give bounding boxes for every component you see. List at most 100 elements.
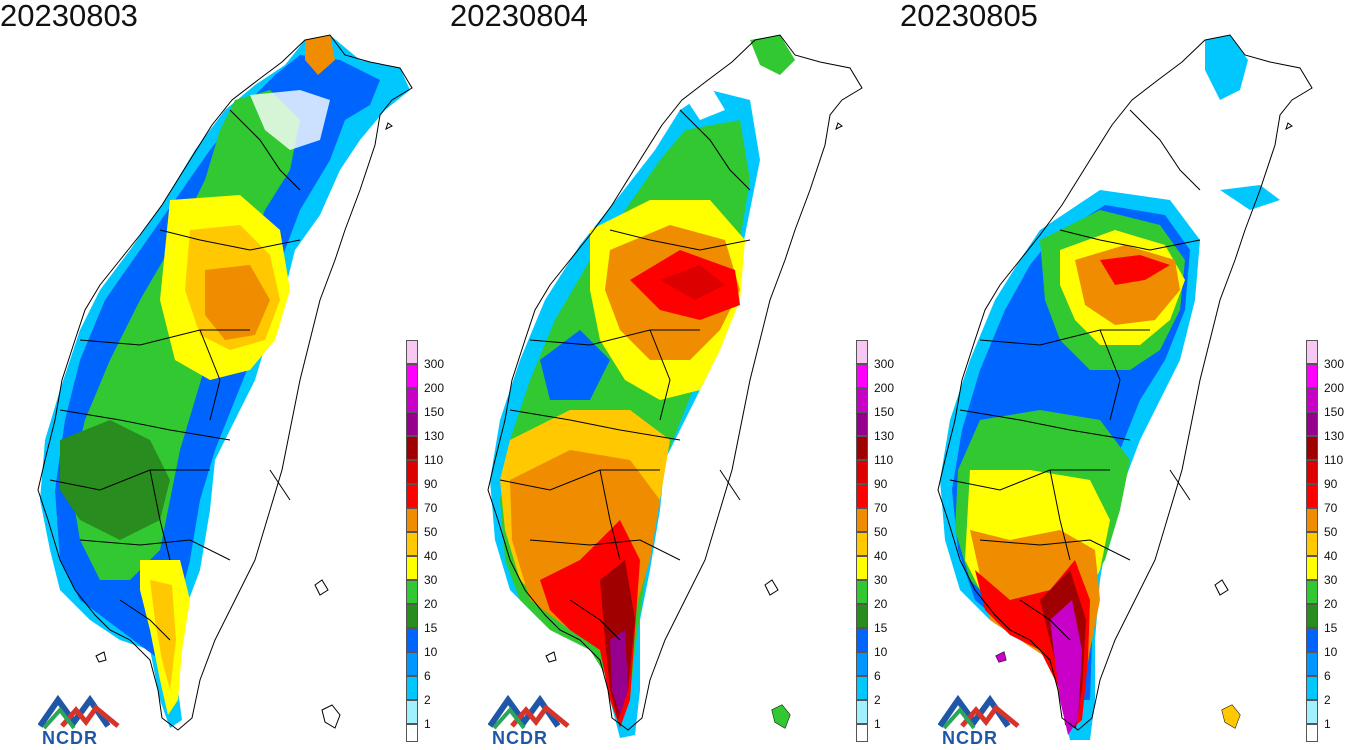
- rainfall-legend: 300 200 150 130 110 90 70 50 40 30 20 15…: [406, 340, 451, 742]
- legend-label: 130: [424, 429, 445, 443]
- legend-swatch-110: [406, 436, 418, 460]
- legend-label: 1: [874, 717, 881, 731]
- legend-swatch-1: [1306, 700, 1318, 724]
- legend-swatch-6: [406, 652, 418, 676]
- legend-label: 90: [874, 477, 888, 491]
- taiwan-outline: [37, 34, 413, 731]
- legend-swatch-10: [1306, 628, 1318, 652]
- map-panel-2: 20230804 300 200 150 130 110 90 70 50 40…: [450, 0, 900, 750]
- legend-swatch-0: [1306, 724, 1318, 742]
- legend-label: 300: [874, 357, 895, 371]
- legend-label: 110: [1324, 453, 1344, 467]
- legend-label: 130: [874, 429, 895, 443]
- legend-swatch-110: [1306, 436, 1318, 460]
- legend-label: 300: [1324, 357, 1345, 371]
- legend-label: 70: [1324, 501, 1338, 515]
- legend-swatch-300: [1306, 340, 1318, 364]
- legend-swatch-70: [406, 484, 418, 508]
- legend-label: 90: [424, 477, 438, 491]
- legend-swatch-10: [856, 628, 868, 652]
- legend-swatch-90: [856, 460, 868, 484]
- rainfall-legend: 300 200 150 130 110 90 70 50 40 30 20 15…: [856, 340, 901, 742]
- ncdr-logo: NCDR: [37, 692, 124, 748]
- legend-swatch-0: [856, 724, 868, 742]
- legend-swatch-200: [856, 364, 868, 388]
- rainfall-map-1: [37, 34, 413, 731]
- legend-swatch-300: [406, 340, 418, 364]
- legend-label: 10: [874, 645, 888, 659]
- panel-date-label: 20230804: [450, 0, 588, 33]
- legend-swatch-2: [406, 676, 418, 700]
- legend-label: 90: [1324, 477, 1338, 491]
- legend-label: 15: [424, 621, 438, 635]
- legend-label: 200: [424, 381, 445, 395]
- legend-swatch-90: [1306, 460, 1318, 484]
- legend-swatch-200: [406, 364, 418, 388]
- ncdr-logo-icon: [937, 694, 1020, 730]
- legend-swatch-150: [1306, 388, 1318, 412]
- legend-label: 2: [424, 693, 431, 707]
- legend-swatch-2: [1306, 676, 1318, 700]
- legend-swatch-90: [406, 460, 418, 484]
- legend-label: 50: [874, 525, 888, 539]
- legend-label: 110: [424, 453, 444, 467]
- rainfall-map-2: [487, 34, 863, 738]
- legend-label: 50: [1324, 525, 1338, 539]
- legend-swatch-15: [406, 604, 418, 628]
- rainfall-field: [40, 35, 410, 728]
- rainfall-field: [490, 35, 795, 738]
- legend-label: 40: [424, 549, 438, 563]
- logo-text: NCDR: [492, 728, 548, 748]
- orchid-island-rain: [772, 705, 790, 728]
- legend-label: 2: [1324, 693, 1331, 707]
- legend-swatch-15: [856, 604, 868, 628]
- legend-swatch-50: [856, 508, 868, 532]
- legend-label: 1: [424, 717, 431, 731]
- legend-swatch-6: [856, 652, 868, 676]
- legend-swatch-6: [1306, 652, 1318, 676]
- legend-swatch-20: [1306, 580, 1318, 604]
- legend-label: 6: [424, 669, 431, 683]
- logo-text: NCDR: [942, 728, 998, 748]
- legend-label: 40: [1324, 549, 1338, 563]
- legend-label: 200: [874, 381, 895, 395]
- rainfall-map-3: [937, 34, 1313, 740]
- legend-label: 150: [424, 405, 445, 419]
- legend-swatch-40: [1306, 532, 1318, 556]
- legend-swatch-110: [856, 436, 868, 460]
- legend-label: 2: [874, 693, 881, 707]
- legend-label: 150: [874, 405, 895, 419]
- map-panel-1: 20230803 300 200 150 130 110 90 70 50 40…: [0, 0, 450, 750]
- legend-swatch-150: [406, 388, 418, 412]
- legend-label: 200: [1324, 381, 1345, 395]
- legend-label: 15: [874, 621, 888, 635]
- legend-label: 150: [1324, 405, 1345, 419]
- panel-date-label: 20230805: [900, 0, 1038, 33]
- legend-label: 15: [1324, 621, 1338, 635]
- legend-label: 20: [1324, 597, 1338, 611]
- legend-label: 20: [874, 597, 888, 611]
- legend-swatch-200: [1306, 364, 1318, 388]
- legend-label: 10: [1324, 645, 1338, 659]
- penghu-rain: [996, 652, 1006, 662]
- legend-swatch-30: [406, 556, 418, 580]
- legend-swatch-130: [406, 412, 418, 436]
- legend-swatch-300: [856, 340, 868, 364]
- panel-date-label: 20230803: [0, 0, 138, 33]
- legend-swatch-2: [856, 676, 868, 700]
- legend-swatch-70: [1306, 484, 1318, 508]
- logo-text: NCDR: [42, 728, 98, 748]
- legend-swatch-30: [1306, 556, 1318, 580]
- legend-swatch-20: [406, 580, 418, 604]
- legend-swatch-40: [406, 532, 418, 556]
- legend-label: 6: [874, 669, 881, 683]
- legend-swatch-70: [856, 484, 868, 508]
- legend-label: 10: [424, 645, 438, 659]
- legend-label: 30: [1324, 573, 1338, 587]
- orchid-island-rain: [1222, 705, 1240, 728]
- ncdr-logo: NCDR: [487, 692, 574, 748]
- legend-label: 50: [424, 525, 438, 539]
- ncdr-logo-icon: [37, 694, 120, 730]
- legend-label: 70: [424, 501, 438, 515]
- legend-swatch-50: [1306, 508, 1318, 532]
